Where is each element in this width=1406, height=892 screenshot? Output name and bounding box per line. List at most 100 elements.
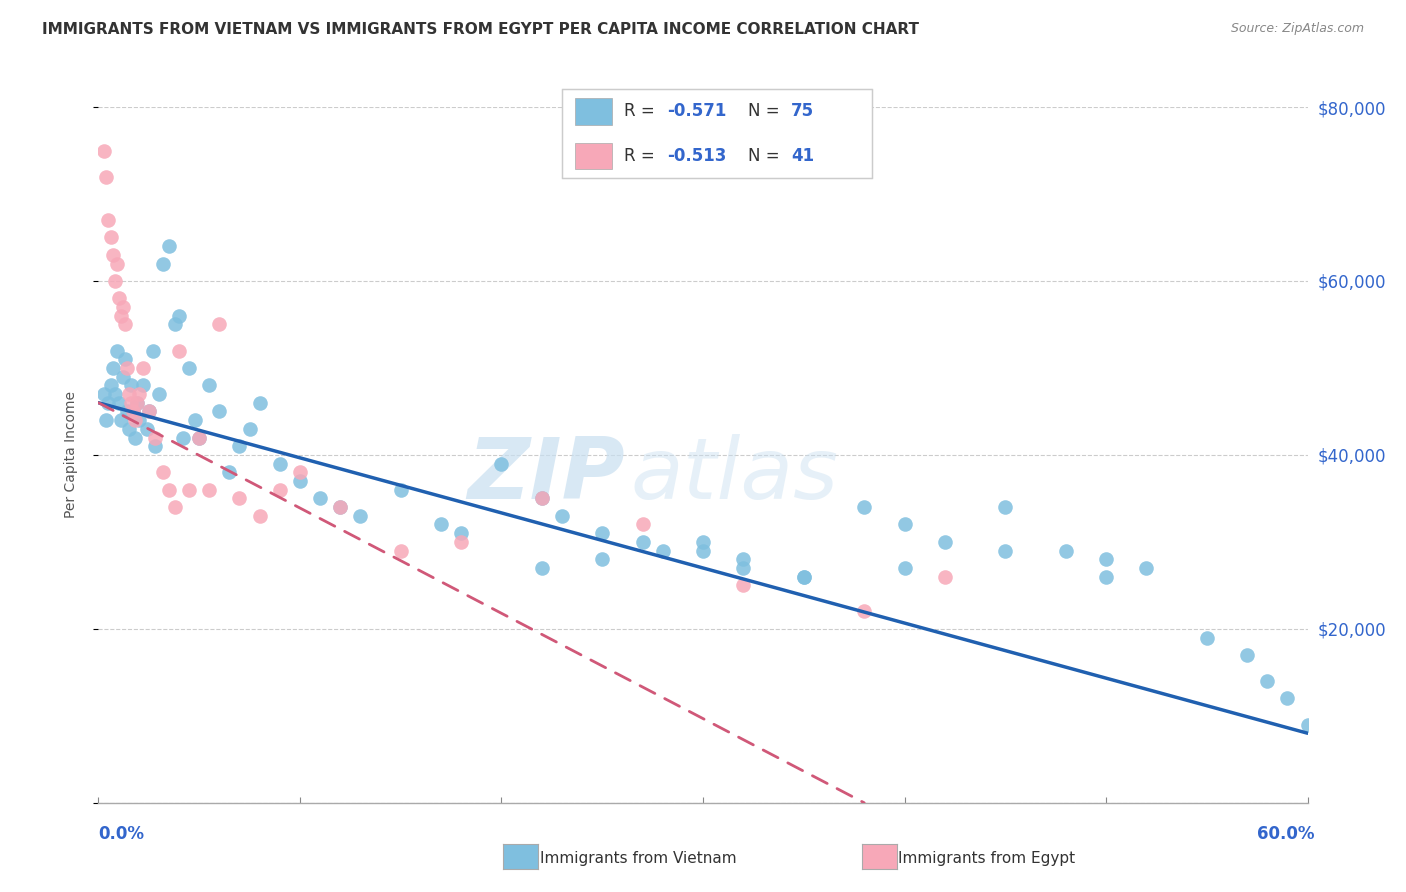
Point [793, 570, 815, 584]
Point [157, 239, 180, 253]
Point [1256, 674, 1278, 689]
Point [239, 422, 262, 436]
Point [1236, 648, 1258, 662]
Point [349, 508, 371, 523]
Point [733, 561, 755, 575]
Text: N =: N = [748, 147, 785, 165]
Point [157, 483, 180, 497]
Point [143, 439, 166, 453]
Point [142, 343, 165, 358]
Point [120, 396, 142, 410]
Point [853, 500, 876, 514]
Point [491, 457, 513, 471]
Point [101, 248, 124, 262]
Point [132, 361, 155, 376]
Point [128, 387, 150, 401]
Point [591, 526, 613, 541]
Text: Immigrants from Egypt: Immigrants from Egypt [898, 851, 1076, 865]
FancyBboxPatch shape [575, 143, 612, 169]
Text: -0.513: -0.513 [668, 147, 727, 165]
Point [135, 422, 157, 436]
Point [651, 543, 673, 558]
Point [111, 300, 134, 314]
Text: Immigrants from Vietnam: Immigrants from Vietnam [540, 851, 737, 865]
Point [179, 361, 201, 376]
Point [111, 369, 134, 384]
Point [228, 439, 250, 453]
Point [163, 318, 186, 332]
Point [389, 543, 412, 558]
Text: atlas: atlas [630, 434, 838, 517]
Point [591, 552, 613, 566]
Point [631, 535, 654, 549]
Point [167, 309, 190, 323]
Text: 41: 41 [792, 147, 814, 165]
Point [103, 387, 125, 401]
Point [692, 543, 714, 558]
Point [218, 466, 240, 480]
Point [188, 431, 211, 445]
Point [853, 605, 876, 619]
Point [934, 570, 956, 584]
Point [249, 508, 271, 523]
Point [138, 404, 160, 418]
Text: R =: R = [624, 147, 661, 165]
Point [96, 413, 118, 427]
Point [1135, 561, 1157, 575]
Point [148, 387, 170, 401]
Point [121, 404, 143, 418]
Y-axis label: Per Capita Income: Per Capita Income [63, 392, 77, 518]
Text: 0.0%: 0.0% [98, 825, 145, 843]
Point [103, 274, 125, 288]
Point [1095, 570, 1118, 584]
Point [934, 535, 956, 549]
Point [1195, 631, 1218, 645]
Point [692, 535, 714, 549]
Point [93, 387, 115, 401]
Point [152, 466, 174, 480]
Point [128, 413, 150, 427]
Point [530, 491, 553, 506]
Point [249, 396, 271, 410]
Text: 75: 75 [792, 103, 814, 120]
Point [208, 318, 231, 332]
Point [172, 431, 194, 445]
Point [994, 543, 1017, 558]
Point [893, 517, 915, 532]
Text: N =: N = [748, 103, 785, 120]
Point [329, 500, 352, 514]
Point [107, 396, 129, 410]
Point [93, 144, 115, 158]
Point [125, 396, 148, 410]
Point [228, 491, 250, 506]
Text: R =: R = [624, 103, 661, 120]
Point [125, 396, 148, 410]
Point [994, 500, 1017, 514]
Point [631, 517, 654, 532]
Point [124, 413, 146, 427]
Point [450, 526, 472, 541]
Point [97, 396, 120, 410]
Point [733, 578, 755, 592]
Text: -0.571: -0.571 [668, 103, 727, 120]
Point [309, 491, 332, 506]
Point [179, 483, 201, 497]
Point [1054, 543, 1077, 558]
Point [118, 422, 141, 436]
Point [124, 431, 146, 445]
Point [114, 318, 136, 332]
Point [105, 343, 128, 358]
Point [115, 361, 138, 376]
Point [121, 404, 143, 418]
Point [100, 378, 122, 392]
Point [138, 404, 160, 418]
Point [167, 343, 190, 358]
Point [188, 431, 211, 445]
Point [450, 535, 472, 549]
Point [143, 431, 166, 445]
Point [118, 387, 141, 401]
Point [430, 517, 453, 532]
Point [110, 413, 132, 427]
Point [96, 169, 118, 184]
Point [163, 500, 186, 514]
